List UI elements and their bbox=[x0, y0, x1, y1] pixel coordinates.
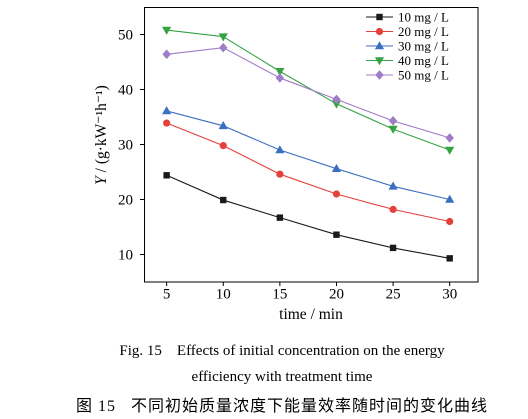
legend-item: 30 mg / L bbox=[366, 39, 449, 54]
data-point bbox=[219, 142, 227, 150]
legend-label: 10 mg / L bbox=[398, 10, 449, 25]
x-axis-label: time / min bbox=[279, 306, 343, 323]
figure-caption-en-line2: efficiency with treatment time bbox=[36, 368, 528, 386]
data-point bbox=[388, 116, 398, 126]
data-point bbox=[388, 181, 398, 190]
data-point bbox=[275, 145, 285, 154]
y-axis-label: Y / (g·kW⁻¹h⁻¹) bbox=[93, 85, 110, 185]
series-group bbox=[163, 119, 454, 226]
legend-item: 10 mg / L bbox=[366, 10, 449, 25]
data-point bbox=[276, 214, 284, 221]
figure-number-zh: 图 15 bbox=[75, 398, 116, 415]
data-point bbox=[162, 106, 172, 115]
y-tick-label: 50 bbox=[118, 28, 133, 44]
legend-marker bbox=[374, 57, 385, 66]
legend-label: 40 mg / L bbox=[398, 53, 449, 68]
legend-marker bbox=[376, 13, 383, 21]
series-line bbox=[166, 174, 450, 259]
figure-title-en-part1: Effects of initial concentration on the … bbox=[176, 343, 445, 359]
data-point bbox=[275, 68, 285, 77]
y-axis-unit: / (g·kW⁻¹h⁻¹) bbox=[93, 85, 110, 176]
series-group bbox=[162, 106, 455, 203]
x-tick-label: 10 bbox=[216, 287, 231, 303]
figure-caption-en-line1: Fig. 15 Effects of initial concentration … bbox=[36, 342, 528, 360]
data-point bbox=[388, 125, 398, 134]
plot-frame bbox=[144, 7, 479, 283]
figure-number-en: Fig. 15 bbox=[119, 343, 162, 359]
data-point bbox=[163, 119, 171, 127]
legend-label: 20 mg / L bbox=[398, 24, 449, 39]
data-point bbox=[220, 196, 227, 204]
series-line bbox=[166, 47, 450, 139]
legend-label: 50 mg / L bbox=[398, 68, 449, 83]
data-point bbox=[445, 194, 455, 203]
data-point bbox=[332, 94, 341, 105]
y-axis-symbol: Y bbox=[93, 175, 110, 185]
data-point bbox=[446, 255, 453, 262]
axis-ticks: 5 10 15 20 25 30 10 20 30 40 50 bbox=[118, 28, 457, 303]
data-point bbox=[333, 231, 340, 238]
legend: 10 mg / L20 mg / L30 mg / L40 mg / L50 m… bbox=[366, 10, 449, 83]
y-tick-label: 10 bbox=[118, 248, 133, 264]
legend-marker bbox=[375, 27, 384, 36]
data-point bbox=[389, 244, 397, 252]
data-point bbox=[162, 26, 172, 35]
series-line bbox=[166, 122, 450, 223]
x-tick-label: 25 bbox=[386, 287, 401, 303]
series-line bbox=[166, 110, 450, 201]
data-point bbox=[276, 170, 284, 178]
data-point bbox=[218, 33, 228, 42]
legend-item: 50 mg / L bbox=[366, 68, 449, 83]
data-point bbox=[218, 121, 228, 130]
line-chart: 5 10 15 20 25 30 10 20 30 40 50 time / min Y / (g·… bbox=[93, 7, 479, 323]
data-point bbox=[445, 146, 455, 155]
data-point bbox=[445, 133, 454, 143]
legend-marker bbox=[374, 41, 385, 50]
data-point bbox=[331, 163, 342, 172]
series-group bbox=[163, 172, 453, 262]
x-tick-label: 20 bbox=[329, 287, 344, 303]
x-tick-label: 15 bbox=[272, 287, 287, 303]
data-point bbox=[163, 172, 170, 179]
legend-item: 20 mg / L bbox=[366, 24, 449, 39]
data-point bbox=[275, 73, 285, 83]
series-layer bbox=[162, 26, 455, 262]
figure-title-zh: 不同初始质量浓度下能量效率随时间的变化曲线 bbox=[131, 398, 489, 415]
data-point bbox=[331, 100, 342, 109]
figure-caption-zh: 图 15 不同初始质量浓度下能量效率随时间的变化曲线 bbox=[36, 398, 528, 416]
legend-marker bbox=[375, 70, 384, 80]
figure-title-en-part2: efficiency with treatment time bbox=[191, 369, 373, 385]
y-tick-label: 30 bbox=[118, 138, 133, 154]
data-point bbox=[389, 205, 397, 213]
y-tick-label: 40 bbox=[118, 83, 133, 99]
x-tick-label: 5 bbox=[163, 287, 171, 303]
data-point bbox=[162, 49, 171, 60]
series-group bbox=[162, 26, 455, 155]
y-tick-label: 20 bbox=[118, 193, 133, 209]
legend-label: 30 mg / L bbox=[398, 39, 449, 54]
x-tick-label: 30 bbox=[442, 287, 457, 303]
legend-item: 40 mg / L bbox=[366, 53, 449, 68]
data-point bbox=[332, 190, 341, 198]
series-group bbox=[162, 42, 454, 143]
series-line bbox=[166, 29, 450, 151]
data-point bbox=[219, 42, 228, 53]
data-point bbox=[446, 217, 454, 226]
